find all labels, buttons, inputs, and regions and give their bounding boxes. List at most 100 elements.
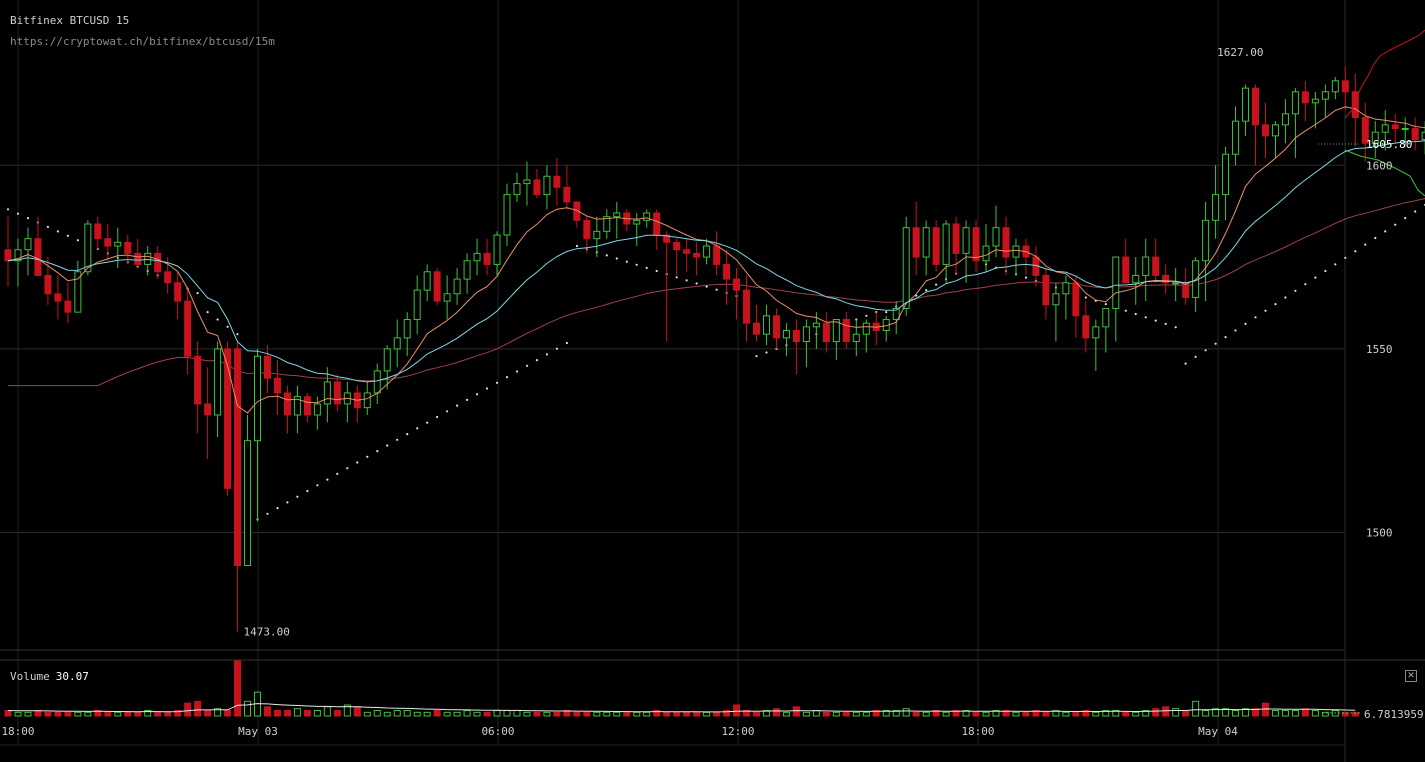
psar-dot	[655, 269, 658, 273]
psar-dot	[1414, 210, 1417, 213]
volume-bar	[1222, 708, 1230, 717]
psar-dot	[1254, 316, 1257, 319]
psar-dot	[346, 467, 349, 470]
volume-bar	[74, 711, 82, 717]
volume-bar	[184, 702, 192, 717]
volume-bar	[263, 706, 271, 717]
psar-dot	[1324, 269, 1327, 273]
candle-body	[613, 212, 621, 218]
candle-body	[603, 216, 611, 232]
volume-bar	[503, 710, 511, 717]
candle-body	[1062, 282, 1070, 295]
psar-dot	[1374, 236, 1377, 240]
candle-body	[1012, 245, 1020, 258]
close-volume-panel-icon[interactable]: ✕	[1405, 670, 1417, 682]
volume-bar	[912, 711, 920, 717]
psar-dot	[675, 276, 678, 279]
psar-dot	[635, 263, 638, 266]
candle-body	[94, 223, 102, 240]
volume-bar	[902, 708, 910, 717]
candle-body	[1092, 326, 1100, 339]
y-tick-label: 1550	[1366, 343, 1393, 356]
candle-body	[902, 227, 910, 309]
psar-dot	[1384, 230, 1387, 233]
volume-bar	[234, 660, 242, 717]
volume-bar	[1152, 708, 1160, 717]
candle-body	[164, 271, 172, 284]
volume-bar	[842, 711, 850, 717]
psar-dot	[705, 285, 708, 288]
volume-bar	[822, 711, 830, 717]
chart-url[interactable]: https://cryptowat.ch/bitfinex/btcusd/15m	[10, 35, 275, 48]
candle-body	[4, 249, 12, 262]
psar-dot	[565, 341, 569, 345]
candle-body	[892, 307, 900, 320]
volume-bar	[1052, 710, 1060, 717]
ema-fast-line	[7, 106, 1425, 414]
candle-body	[533, 179, 541, 196]
psar-dot	[605, 254, 608, 257]
candle-body	[1371, 131, 1379, 144]
depth-edge	[1344, 29, 1425, 197]
candle-body	[373, 370, 381, 394]
volume-bar	[1072, 711, 1080, 717]
candle-body	[1042, 274, 1050, 306]
candle-body	[1212, 194, 1220, 221]
x-tick-label: May 04	[1198, 725, 1238, 738]
volume-label: Volume 30.07	[10, 670, 89, 683]
psar-dot	[1164, 322, 1167, 325]
candle-body	[812, 322, 820, 328]
volume-bar	[533, 711, 541, 717]
psar-dot	[296, 495, 299, 498]
candle-body	[1361, 117, 1369, 144]
psar-dot	[1264, 309, 1267, 312]
candle-body	[254, 355, 261, 442]
volume-bar	[1252, 708, 1259, 717]
psar-dot	[525, 364, 529, 367]
volume-ma-line	[7, 703, 1356, 713]
volume-bar	[224, 710, 232, 717]
price-candles	[4, 66, 1425, 632]
psar-dot	[306, 489, 309, 493]
y-tick-label: 1600	[1366, 159, 1393, 172]
axis-labels: 1600 1550 1500 18:00 May 03 06:00 12:00 18:00 Ma…	[1, 46, 1423, 738]
candle-body	[523, 179, 531, 185]
volume-bar	[613, 711, 621, 717]
volume-bars	[4, 660, 1360, 717]
psar-dot	[196, 292, 199, 295]
psar-dot	[1184, 362, 1187, 365]
volume-bar	[1271, 710, 1279, 717]
psar-dot	[336, 472, 339, 475]
candle-body	[44, 274, 52, 295]
psar-dot	[26, 217, 30, 220]
candle-body	[443, 293, 451, 302]
psar-dot	[715, 288, 718, 291]
volume-bar	[1212, 708, 1220, 717]
volume-bar	[64, 711, 72, 717]
candle-body	[1002, 227, 1010, 258]
psar-dot	[685, 279, 688, 282]
volume-bar	[583, 711, 591, 717]
psar-dot	[426, 421, 429, 424]
psar-dot	[1304, 283, 1307, 286]
volume-bar	[942, 711, 950, 717]
volume-bar	[293, 708, 301, 717]
candle-body	[293, 396, 301, 416]
volume-bar	[1182, 710, 1190, 717]
psar-dot	[555, 347, 559, 350]
candle-body	[1112, 256, 1120, 309]
candle-body	[693, 252, 701, 258]
psar-dot	[56, 230, 60, 233]
candle-body	[1401, 128, 1409, 131]
candle-body	[194, 355, 202, 405]
volume-bar	[194, 700, 202, 717]
x-tick-label: May 03	[238, 725, 278, 738]
candle-body	[433, 271, 441, 302]
volume-bar	[94, 710, 102, 717]
candle-body	[1102, 307, 1110, 328]
volume-bar	[832, 711, 840, 717]
volume-bar	[1162, 706, 1170, 717]
candle-body	[513, 183, 521, 196]
